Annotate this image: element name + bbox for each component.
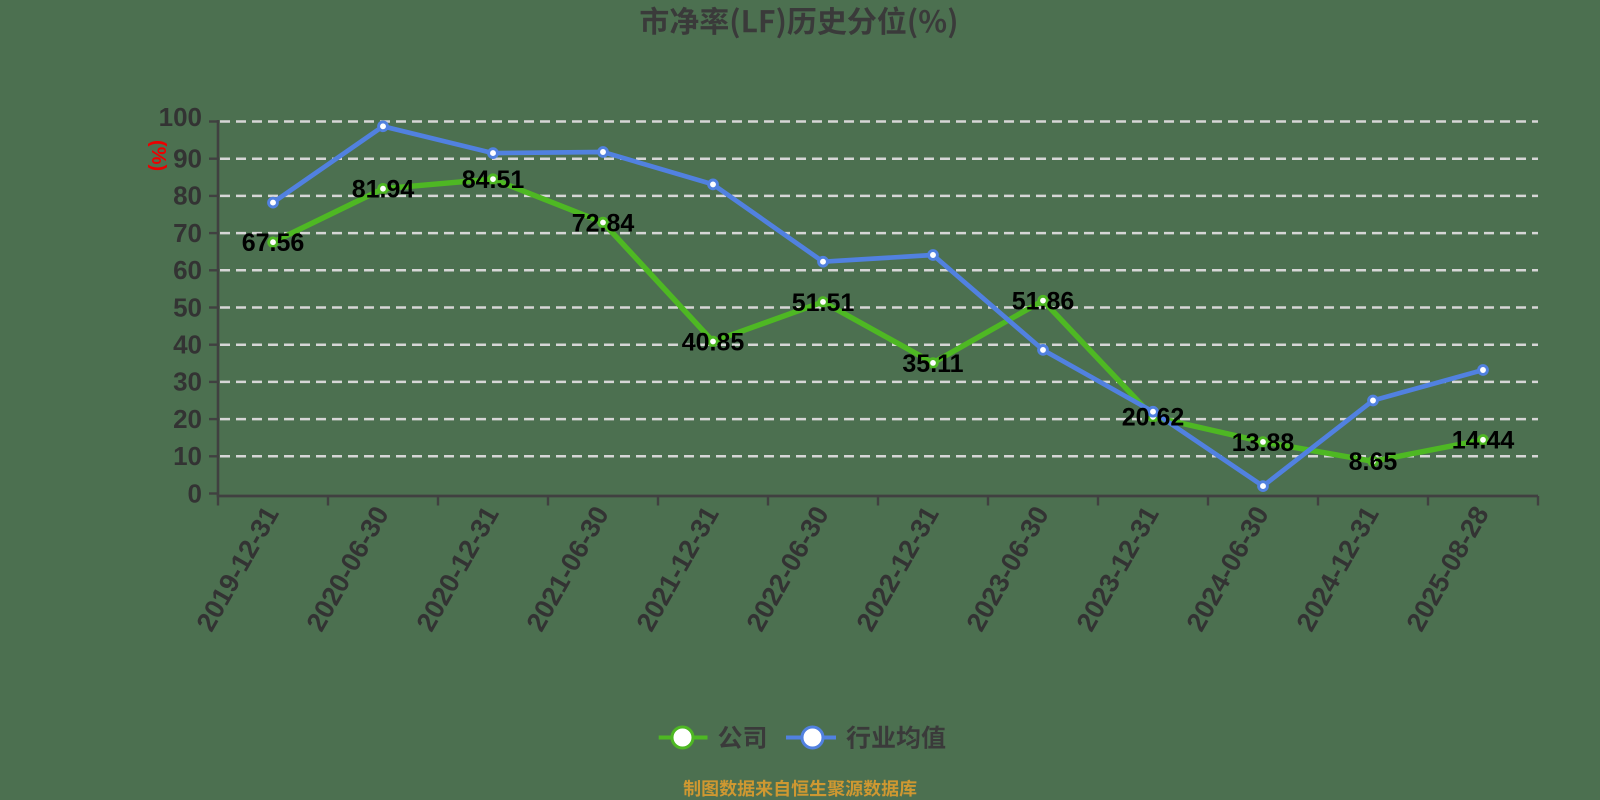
- svg-text:84.51: 84.51: [462, 166, 525, 194]
- svg-text:90: 90: [173, 144, 202, 174]
- svg-text:13.88: 13.88: [1232, 429, 1295, 457]
- svg-text:81.94: 81.94: [352, 176, 415, 204]
- svg-text:40: 40: [173, 330, 202, 360]
- svg-text:(%): (%): [147, 140, 169, 171]
- svg-text:51.86: 51.86: [1012, 288, 1075, 316]
- svg-text:67.56: 67.56: [242, 229, 305, 257]
- svg-text:70: 70: [173, 218, 202, 248]
- svg-text:20: 20: [173, 404, 202, 434]
- svg-text:0: 0: [188, 478, 202, 508]
- svg-text:50: 50: [173, 292, 202, 322]
- svg-text:60: 60: [173, 255, 202, 285]
- svg-text:14.44: 14.44: [1452, 427, 1515, 455]
- svg-text:72.84: 72.84: [572, 209, 635, 237]
- svg-text:80: 80: [173, 181, 202, 211]
- svg-text:51.51: 51.51: [792, 289, 855, 317]
- svg-text:30: 30: [173, 367, 202, 397]
- svg-text:100: 100: [159, 102, 202, 132]
- svg-text:35.11: 35.11: [902, 350, 963, 378]
- svg-text:10: 10: [173, 441, 202, 471]
- svg-text:40.85: 40.85: [682, 328, 745, 356]
- svg-text:8.65: 8.65: [1349, 448, 1398, 476]
- svg-text:20.62: 20.62: [1122, 404, 1185, 432]
